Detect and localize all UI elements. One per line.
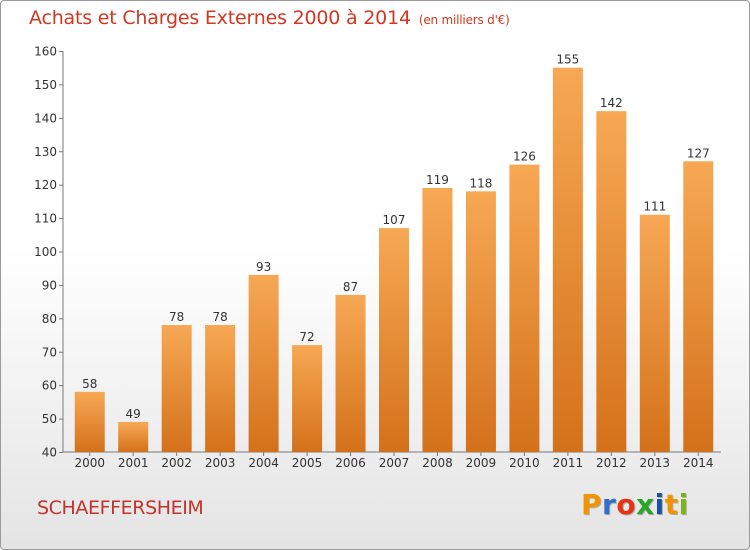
y-tick-label: 90 [42, 278, 57, 292]
x-tick-label: 2001 [118, 456, 149, 470]
bar-value-label: 78 [212, 310, 227, 324]
bar [335, 294, 366, 452]
chart-subtitle: (en milliers d'€) [418, 13, 510, 27]
bar [552, 67, 583, 452]
bar [509, 164, 540, 452]
x-tick-label: 2013 [640, 456, 671, 470]
y-tick-label: 110 [34, 212, 57, 226]
logo-letter: i [678, 488, 689, 521]
bar [248, 274, 279, 452]
y-tick-label: 60 [42, 379, 57, 393]
y-tick-label: 140 [34, 111, 57, 125]
bar-value-label: 142 [600, 96, 623, 110]
y-tick-label: 120 [34, 178, 57, 192]
bar [205, 325, 236, 452]
x-tick-label: 2011 [553, 456, 584, 470]
logo-letter: x [636, 488, 655, 521]
x-tick-label: 2004 [248, 456, 279, 470]
bar [292, 345, 323, 452]
x-tick-label: 2009 [466, 456, 497, 470]
bar [118, 421, 149, 452]
bar-value-label: 78 [169, 310, 184, 324]
bar [596, 111, 627, 453]
y-tick-label: 70 [42, 345, 57, 359]
logo-letter: P [581, 488, 603, 521]
y-tick-label: 80 [42, 312, 57, 326]
bar [639, 214, 670, 452]
bar-value-label: 126 [513, 150, 536, 164]
x-tick-label: 2007 [379, 456, 410, 470]
chart-title: Achats et Charges Externes 2000 à 2014 (e… [29, 7, 510, 29]
y-tick-label: 150 [34, 78, 57, 92]
x-tick-label: 2005 [292, 456, 323, 470]
title-text: Achats et Charges Externes 2000 à 2014 [29, 7, 411, 29]
y-tick-label: 50 [42, 412, 57, 426]
bar [161, 325, 192, 452]
y-tick-label: 130 [34, 145, 57, 159]
bar [74, 391, 105, 452]
x-tick-label: 2014 [683, 456, 714, 470]
bar-value-label: 119 [426, 173, 449, 187]
bars: 58 49 78 78 93 72 87 107 119 118 126 155 142 111 127 [74, 53, 714, 453]
proxiti-logo[interactable]: Proxiti [581, 488, 689, 521]
logo-letter: r [602, 488, 617, 521]
x-tick-label: 2012 [596, 456, 627, 470]
x-tick-label: 2000 [74, 456, 105, 470]
bar [465, 191, 496, 452]
bar [422, 188, 453, 452]
bar [379, 228, 409, 452]
bar-value-label: 127 [687, 146, 710, 160]
bar-value-label: 107 [383, 213, 406, 227]
bar-value-label: 58 [82, 377, 97, 391]
bar-value-label: 111 [643, 200, 666, 214]
y-tick-label: 40 [42, 446, 57, 460]
x-tick-label: 2006 [335, 456, 366, 470]
x-tick-label: 2010 [509, 456, 540, 470]
y-tick-label: 160 [34, 45, 57, 59]
bar-value-label: 118 [469, 176, 492, 190]
bar-value-label: 155 [556, 53, 579, 67]
x-tick-label: 2002 [161, 456, 192, 470]
commune-name: SCHAEFFERSHEIM [37, 497, 204, 519]
bar-value-label: 87 [343, 280, 358, 294]
y-tick-label: 100 [34, 245, 57, 259]
logo-letter: o [616, 488, 637, 521]
bar-value-label: 72 [299, 330, 314, 344]
bar-value-label: 93 [256, 260, 271, 274]
x-tick-label: 2008 [422, 456, 453, 470]
logo-letter: i [654, 488, 665, 521]
bar [683, 161, 714, 452]
x-tick-label: 2003 [205, 456, 236, 470]
bar-value-label: 49 [126, 407, 141, 421]
logo-letter: t [664, 488, 679, 521]
